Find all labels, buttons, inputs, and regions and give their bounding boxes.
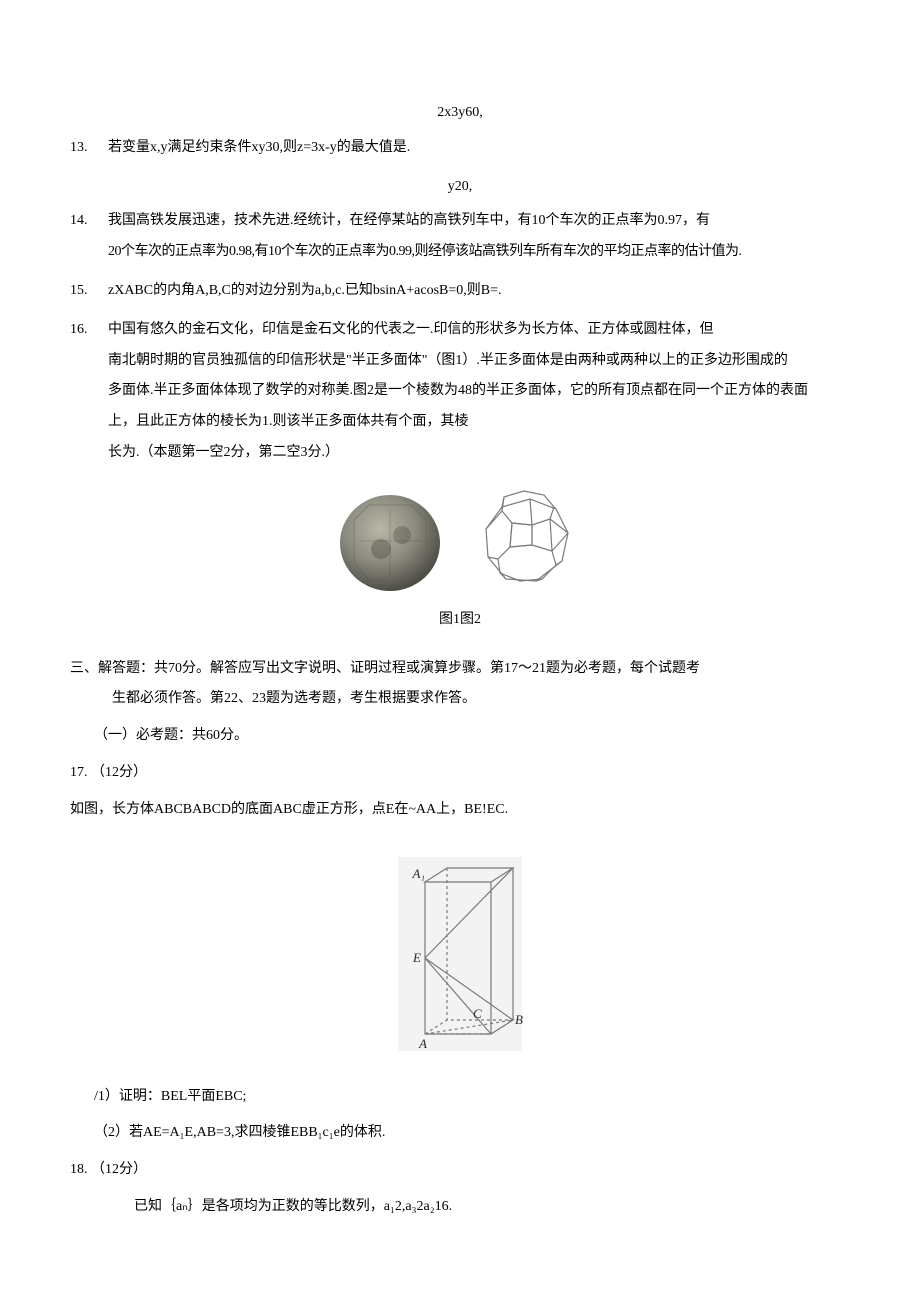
q18-number: 18.: [70, 1162, 88, 1177]
q13-constraint-bottom: y20,: [70, 172, 850, 203]
label-c: C: [473, 1006, 482, 1021]
label-a1: A₁: [412, 866, 425, 881]
q16: 16. 中国有悠久的金石文化，印信是金石文化的代表之一.印信的形状多为长方体、正…: [70, 315, 850, 469]
q17-figure-cuboid: A₁ E C B A: [395, 854, 525, 1054]
section3-title-l1: 三、解答题：共70分。解答应写出文字说明、证明过程或演算步骤。第17～21题为必…: [70, 654, 850, 685]
q16-figure2-polyhedron: [466, 481, 586, 601]
q18-points: （12分）: [91, 1162, 147, 1177]
label-e: E: [412, 950, 421, 965]
q15-number: 15.: [70, 276, 108, 307]
q13-constraint-top-text: 2x3y60,: [437, 105, 483, 120]
q14-line2: 20个车次的正点率为0.98,有10个车次的正点率为0.99,则经停该站高铁列车…: [70, 237, 850, 268]
q17-sub1: /1）证明：BEL平面EBC;: [70, 1082, 850, 1113]
q17-number: 17.: [70, 765, 88, 780]
q14: 14. 我国高铁发展迅速，技术先进.经统计，在经停某站的高铁列车中，有10个车次…: [70, 206, 850, 268]
q15-text: zXABC的内角A,B,C的对边分别为a,b,c.已知bsinA+acosB=0…: [108, 276, 850, 307]
q18-header: 18. （12分）: [70, 1155, 850, 1186]
q14-number: 14.: [70, 206, 108, 237]
q13-constraint-bottom-text: y20,: [448, 179, 473, 194]
section3-sub: （一）必考题：共60分。: [70, 721, 850, 752]
label-a: A: [418, 1036, 427, 1051]
q16-line1: 中国有悠久的金石文化，印信是金石文化的代表之一.印信的形状多为长方体、正方体或圆…: [108, 315, 850, 346]
label-b: B: [515, 1012, 523, 1027]
q16-figure1-seal: [334, 485, 446, 597]
q14-line1: 我国高铁发展迅速，技术先进.经统计，在经停某站的高铁列车中，有10个车次的正点率…: [108, 206, 850, 237]
q13-constraint-top: 2x3y60,: [70, 98, 850, 129]
section3-title-l2: 生都必须作答。第22、23题为选考题，考生根据要求作答。: [70, 684, 850, 715]
q18-stem: 已知｛aₙ｝是各项均为正数的等比数列，a₁2,a₃2a₂16.: [70, 1192, 850, 1223]
q16-figures: [70, 481, 850, 601]
q17-sub2: （2）若AE=A₁E,AB=3,求四棱锥EBB₁c₁e的体积.: [70, 1118, 850, 1149]
q17-points: （12分）: [91, 765, 147, 780]
q16-line3: 多面体.半正多面体体现了数学的对称美.图2是一个棱数为48的半正多面体，它的所有…: [70, 376, 850, 407]
q13-text: 若变量x,y满足约束条件xy30,则z=3x-y的最大值是.: [108, 133, 850, 164]
q16-number: 16.: [70, 315, 108, 346]
section3-heading: 三、解答题：共70分。解答应写出文字说明、证明过程或演算步骤。第17～21题为必…: [70, 654, 850, 716]
q16-line4: 上，且此正方体的棱长为1.则该半正多面体共有个面，其棱: [70, 407, 850, 438]
q17-stem: 如图，长方体ABCBABCD的底面ABC虚正方形，点E在~AA上，BE!EC.: [70, 795, 850, 826]
q13: 13. 若变量x,y满足约束条件xy30,则z=3x-y的最大值是.: [70, 133, 850, 164]
q17-header: 17. （12分）: [70, 758, 850, 789]
q17-figure-wrap: A₁ E C B A: [70, 854, 850, 1054]
q16-figure-caption: 图1图2: [70, 605, 850, 636]
q15: 15. zXABC的内角A,B,C的对边分别为a,b,c.已知bsinA+aco…: [70, 276, 850, 307]
q16-line5: 长为.（本题第一空2分，第二空3分.）: [70, 438, 850, 469]
q13-number: 13.: [70, 133, 108, 164]
q16-line2: 南北朝时期的官员独孤信的印信形状是"半正多面体"（图1）.半正多面体是由两种或两…: [70, 346, 850, 377]
